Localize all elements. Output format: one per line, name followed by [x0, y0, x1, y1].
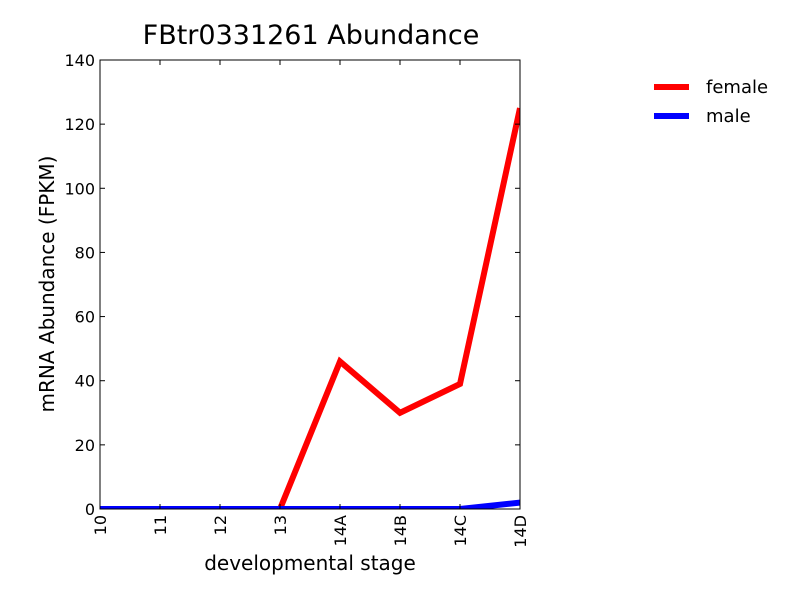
legend-label-male: male [706, 106, 751, 127]
y-tick-label: 80 [75, 243, 95, 262]
plot-frame [99, 59, 521, 510]
x-tick-label: 11 [151, 515, 170, 535]
y-tick-label: 60 [75, 308, 95, 327]
x-tick-label: 12 [211, 515, 230, 535]
y-tick-label: 40 [75, 372, 95, 391]
y-tick-label: 140 [64, 51, 95, 70]
x-tick-label: 14B [391, 515, 410, 546]
x-tick-label: 14C [451, 515, 470, 547]
x-tick-label: 14A [331, 515, 350, 546]
y-tick-label: 120 [64, 115, 95, 134]
y-tick-label: 0 [85, 500, 95, 519]
series-line-male [100, 499, 520, 509]
y-axis: 0 20 40 60 80 100 120 140 [64, 51, 520, 519]
x-axis-label: developmental stage [204, 551, 416, 575]
x-tick-label: 14D [511, 515, 530, 548]
x-tick-label: 10 [91, 515, 110, 535]
x-axis: 10 11 12 13 14A 14B 14C 14D [91, 60, 530, 548]
legend-label-female: female [706, 77, 768, 98]
x-tick-label: 13 [271, 515, 290, 535]
y-axis-label: mRNA Abundance (FPKM) [35, 156, 59, 413]
y-tick-label: 100 [64, 179, 95, 198]
chart-title: FBtr0331261 Abundance [143, 20, 480, 51]
plot-area [100, 107, 520, 509]
legend: female male [654, 77, 768, 127]
series-line-female [100, 107, 520, 509]
y-tick-label: 20 [75, 436, 95, 455]
